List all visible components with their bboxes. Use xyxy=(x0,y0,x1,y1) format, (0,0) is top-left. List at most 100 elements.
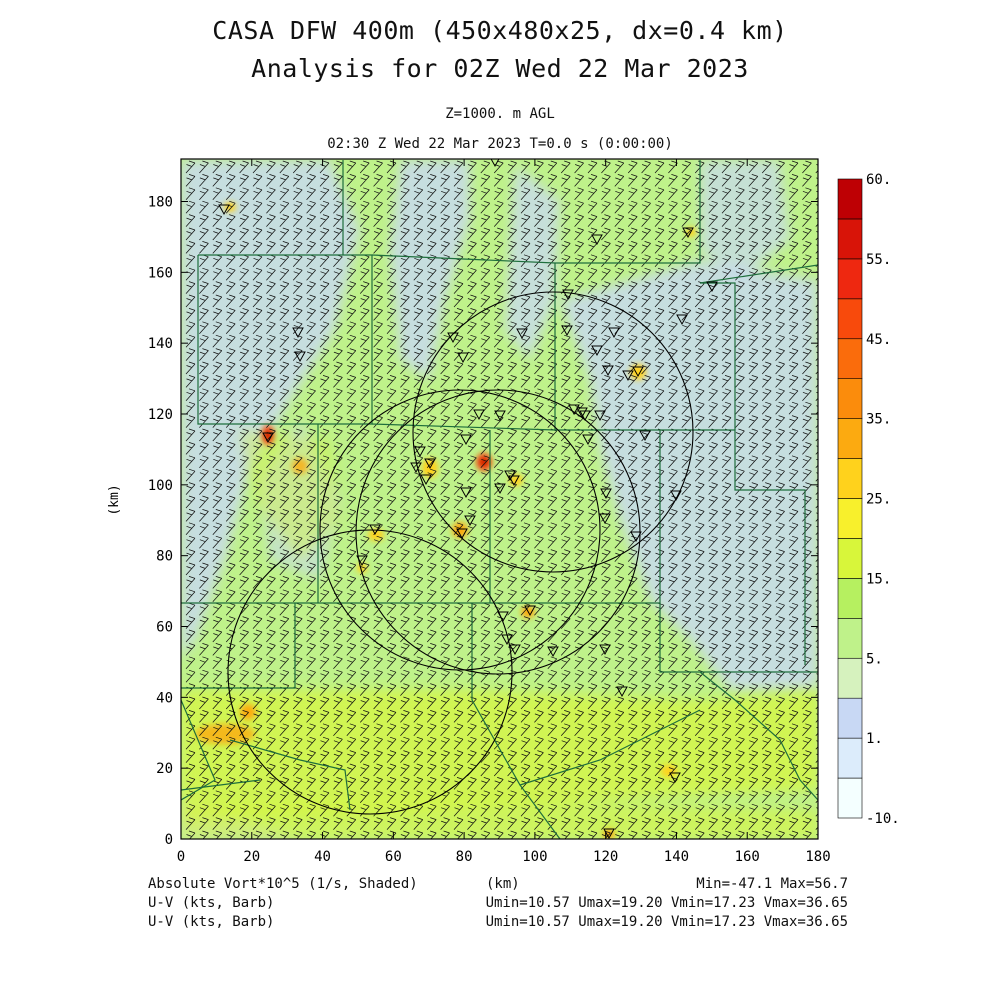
x-tick-label: 0 xyxy=(177,849,185,865)
station-marker xyxy=(490,159,500,168)
title-line-1: CASA DFW 400m (450x480x25, dx=0.4 km) xyxy=(212,16,788,45)
station-marker xyxy=(676,314,688,326)
station-marker xyxy=(669,772,681,784)
colorbar: 60. 55. 45. 35. 25. 15. 5. 1. -10. xyxy=(837,172,900,827)
y-tick-label: 60 xyxy=(156,620,173,636)
y-tick-label: 80 xyxy=(156,549,173,565)
station-marker xyxy=(639,430,651,442)
colorbar-segment xyxy=(837,657,863,699)
colorbar-label: 25. xyxy=(866,492,891,508)
station-marker xyxy=(501,634,513,646)
valid-time-label: 02:30 Z Wed 22 Mar 2023 T=0.0 s (0:00:00… xyxy=(327,136,673,152)
plot-area xyxy=(181,159,818,839)
station-marker xyxy=(591,345,603,357)
x-tick-label: 120 xyxy=(593,849,618,865)
y-tick-label: 120 xyxy=(148,407,173,423)
station-marker xyxy=(473,409,485,421)
station-marker xyxy=(670,490,682,502)
colorbar-segment xyxy=(837,498,863,539)
x-tick-label: 100 xyxy=(522,849,547,865)
station-marker xyxy=(524,605,536,617)
colorbar-label: 35. xyxy=(866,412,891,428)
station-marker xyxy=(460,487,472,499)
colorbar-segment xyxy=(837,777,863,819)
station-marker xyxy=(682,227,694,239)
station-marker xyxy=(516,328,528,340)
station-marker xyxy=(600,488,612,500)
station-marker xyxy=(602,365,614,377)
station-marker xyxy=(547,646,559,658)
station-marker xyxy=(294,351,306,363)
station-marker xyxy=(568,404,580,416)
station-marker xyxy=(356,555,368,567)
station-marker xyxy=(706,281,718,293)
barb-field-label-2: U-V (kts, Barb) xyxy=(148,914,275,930)
station-marker xyxy=(464,515,476,527)
y-axis: 0 20 40 60 80 100 120 140 160 180 xyxy=(148,195,818,848)
station-marker xyxy=(456,528,468,540)
colorbar-segment xyxy=(837,578,863,619)
footer-line-2: U-V (kts, Barb) Umin=10.57 Umax=19.20 Vm… xyxy=(148,895,848,914)
station-marker xyxy=(582,434,594,446)
station-marker xyxy=(561,325,573,337)
title-line-2: Analysis for 02Z Wed 22 Mar 2023 xyxy=(251,54,749,83)
colorbar-segment xyxy=(837,178,863,220)
colorbar-label: 45. xyxy=(866,332,891,348)
station-marker xyxy=(509,644,521,656)
station-marker xyxy=(591,234,603,246)
x-tick-label: 60 xyxy=(385,849,402,865)
y-tick-label: 180 xyxy=(148,195,173,211)
uv-stats-label-2: Umin=10.57 Umax=19.20 Vmin=17.23 Vmax=36… xyxy=(485,914,848,930)
station-marker xyxy=(603,828,615,839)
colorbar-label: 5. xyxy=(866,651,883,667)
min-max-label: Min=-47.1 Max=56.7 xyxy=(696,876,848,892)
station-marker xyxy=(494,483,506,495)
station-marker xyxy=(262,432,274,444)
y-tick-label: 20 xyxy=(156,761,173,777)
station-marker xyxy=(420,474,432,486)
y-axis-label: (km) xyxy=(107,484,122,515)
station-marker xyxy=(414,446,426,458)
station-marker xyxy=(576,407,588,419)
y-tick-label: 0 xyxy=(165,832,173,848)
colorbar-label: -10. xyxy=(866,811,900,827)
colorbar-segment xyxy=(837,737,863,779)
colorbar-segment xyxy=(837,378,863,419)
colorbar-segment xyxy=(837,258,863,300)
plot-frame xyxy=(180,158,819,840)
colorbar-segment xyxy=(837,298,863,340)
station-marker xyxy=(218,204,230,216)
colorbar-segment xyxy=(837,338,863,379)
station-marker xyxy=(447,332,459,344)
station-marker xyxy=(292,327,304,339)
colorbar-segment xyxy=(837,458,863,499)
station-marker xyxy=(424,458,436,470)
station-marker xyxy=(630,531,642,543)
level-label: Z=1000. m AGL xyxy=(445,106,555,122)
x-axis: 0 20 40 60 80 100 120 140 160 180 xyxy=(177,159,831,865)
footer-line-3: U-V (kts, Barb) Umin=10.57 Umax=19.20 Vm… xyxy=(148,914,848,933)
colorbar-label: 15. xyxy=(866,571,891,587)
station-marker xyxy=(622,370,634,382)
colorbar-label: 60. xyxy=(866,172,891,188)
shaded-field-label: Absolute Vort*10^5 (1/s, Shaded) xyxy=(148,876,418,892)
station-marker xyxy=(599,644,611,656)
x-axis-label: (km) xyxy=(486,876,520,892)
station-marker xyxy=(594,410,606,422)
station-markers xyxy=(218,159,718,839)
y-tick-label: 40 xyxy=(156,690,173,706)
colorbar-label: 55. xyxy=(866,252,891,268)
barb-field-label: U-V (kts, Barb) xyxy=(148,895,275,911)
station-marker xyxy=(494,410,506,422)
x-tick-label: 180 xyxy=(805,849,830,865)
colorbar-segment xyxy=(837,618,863,659)
station-marker xyxy=(460,434,472,446)
footer-line-1: Absolute Vort*10^5 (1/s, Shaded) (km) Mi… xyxy=(148,876,848,895)
station-marker xyxy=(369,524,381,536)
y-tick-label: 160 xyxy=(148,265,173,281)
station-marker xyxy=(562,289,574,301)
station-marker xyxy=(410,462,422,474)
x-tick-label: 80 xyxy=(456,849,473,865)
station-marker xyxy=(616,686,628,698)
